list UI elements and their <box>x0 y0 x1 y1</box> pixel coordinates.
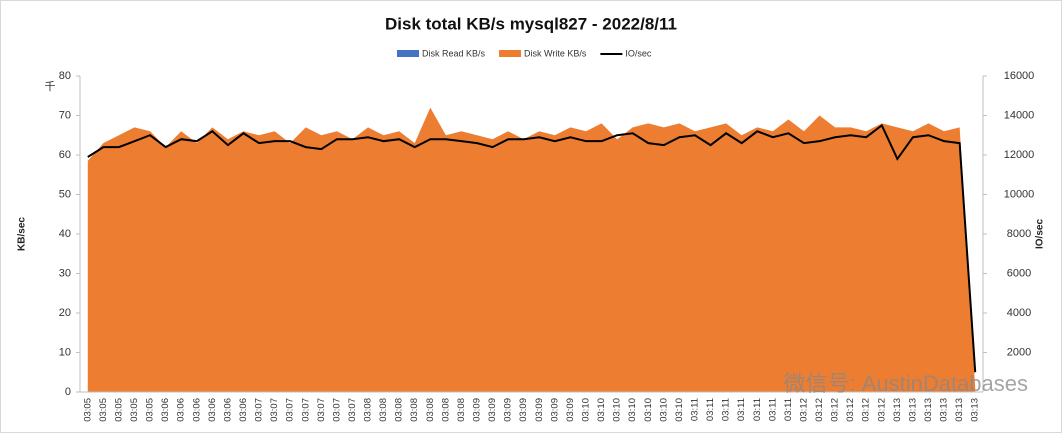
y2-axis-title: IO/sec <box>1035 219 1046 249</box>
legend-swatch <box>397 50 419 57</box>
y2-tick-label: 12000 <box>1004 149 1035 161</box>
x-tick-label: 03:07 <box>269 398 280 422</box>
x-tick-label: 03:09 <box>565 398 576 422</box>
y-tick-label: 60 <box>59 149 71 161</box>
x-tick-label: 03:07 <box>285 398 296 422</box>
plot: 0 10 20 30 40 50 60 70 80 2000 4000 6000 8000 10000 12… <box>59 48 1035 421</box>
y2-tick-label: 6000 <box>1007 267 1031 279</box>
x-tick-label: 03:13 <box>892 398 903 422</box>
x-tick-label: 03:10 <box>658 398 669 422</box>
x-tick-label: 03:05 <box>98 398 109 422</box>
x-tick-label: 03:05 <box>145 398 156 422</box>
y-tick-label: 20 <box>59 307 71 319</box>
x-tick-label: 03:08 <box>456 398 467 422</box>
legend-swatch <box>499 50 522 57</box>
legend-label: IO/sec <box>625 48 652 58</box>
x-tick-label: 03:13 <box>939 398 950 422</box>
x-tick-label: 03:07 <box>331 398 342 422</box>
x-tick-label: 03:07 <box>347 398 358 422</box>
x-tick-label: 03:09 <box>503 398 514 422</box>
area <box>87 107 976 392</box>
x-tick-label: 03:13 <box>923 398 934 422</box>
y2-tick-label: 8000 <box>1007 228 1031 240</box>
x-tick-label: 03:05 <box>82 398 93 422</box>
y2-tick-label: 4000 <box>1007 307 1031 319</box>
x-tick-label: 03:08 <box>363 398 374 422</box>
x-tick-label: 03:06 <box>222 398 233 422</box>
x-tick-label: 03:06 <box>238 398 249 422</box>
x-tick-label: 03:07 <box>254 398 265 422</box>
legend-label: Disk Read KB/s <box>422 48 486 58</box>
x-tick-label: 03:10 <box>596 398 607 422</box>
x-tick-label: 03:10 <box>674 398 685 422</box>
x-tick-label: 03:11 <box>767 398 778 421</box>
y-tick-label: 50 <box>59 188 71 200</box>
x-tick-label: 03:12 <box>845 398 856 422</box>
x-tick-label: 03:12 <box>798 398 809 422</box>
x-tick-label: 03:08 <box>378 398 389 422</box>
x-tick-label: 03:11 <box>736 398 747 421</box>
x-tick-label: 03:11 <box>689 398 700 421</box>
x-tick-label: 03:09 <box>472 398 483 422</box>
x-tick-label: 03:05 <box>129 398 140 422</box>
x-tick-label: 03:11 <box>705 398 716 421</box>
x-tick-label: 03:11 <box>783 398 794 421</box>
x-tick-label: 03:09 <box>549 398 560 422</box>
x-tick-label: 03:07 <box>300 398 311 422</box>
legend-label: Disk Write KB/s <box>524 48 587 58</box>
y-tick-label: 70 <box>59 109 71 121</box>
x-tick-label: 03:12 <box>876 398 887 422</box>
x-tick-label: 03:13 <box>954 398 965 422</box>
x-tick-label: 03:08 <box>409 398 420 422</box>
x-tick-label: 03:06 <box>191 398 202 422</box>
x-tick-label: 03:06 <box>160 398 171 422</box>
x-tick-label: 03:08 <box>440 398 451 422</box>
y-tick-label: 80 <box>59 70 71 82</box>
y2-tick-label: 16000 <box>1004 70 1035 82</box>
chart-title: Disk total KB/s mysql827 - 2022/8/11 <box>385 14 677 33</box>
y-tick-label: 0 <box>65 386 71 398</box>
x-tick-label: 03:12 <box>814 398 825 422</box>
y2-tick-label: 14000 <box>1004 109 1035 121</box>
x-tick-label: 03:10 <box>581 398 592 422</box>
y-axis-title: KB/sec <box>17 217 28 251</box>
x-tick-label: 03:06 <box>207 398 218 422</box>
x-tick-label: 03:12 <box>830 398 841 422</box>
x-tick-label: 03:05 <box>113 398 124 422</box>
watermark: 微信号: AustinDatabases <box>783 371 1028 396</box>
x-tick-label: 03:08 <box>425 398 436 422</box>
x-tick-label: 03:13 <box>970 398 981 422</box>
x-tick-label: 03:06 <box>176 398 187 422</box>
x-tick-label: 03:10 <box>643 398 654 422</box>
y-tick-label: 30 <box>59 267 71 279</box>
y2-tick-label: 10000 <box>1004 188 1035 200</box>
x-tick-label: 03:11 <box>721 398 732 421</box>
x-tick-label: 03:12 <box>861 398 872 422</box>
y2-tick-label: 2000 <box>1007 346 1031 358</box>
y-tick-label: 40 <box>59 228 71 240</box>
x-tick-label: 03:11 <box>752 398 763 421</box>
x-tick-label: 03:09 <box>518 398 529 422</box>
y-unit: 千 <box>45 80 56 93</box>
x-tick-label: 03:09 <box>534 398 545 422</box>
x-tick-label: 03:08 <box>394 398 405 422</box>
x-tick-label: 03:10 <box>627 398 638 422</box>
x-tick-label: 03:10 <box>612 398 623 422</box>
x-tick-label: 03:07 <box>316 398 327 422</box>
x-tick-label: 03:13 <box>907 398 918 422</box>
y-tick-label: 10 <box>59 346 71 358</box>
x-tick-label: 03:09 <box>487 398 498 422</box>
line <box>87 123 977 373</box>
